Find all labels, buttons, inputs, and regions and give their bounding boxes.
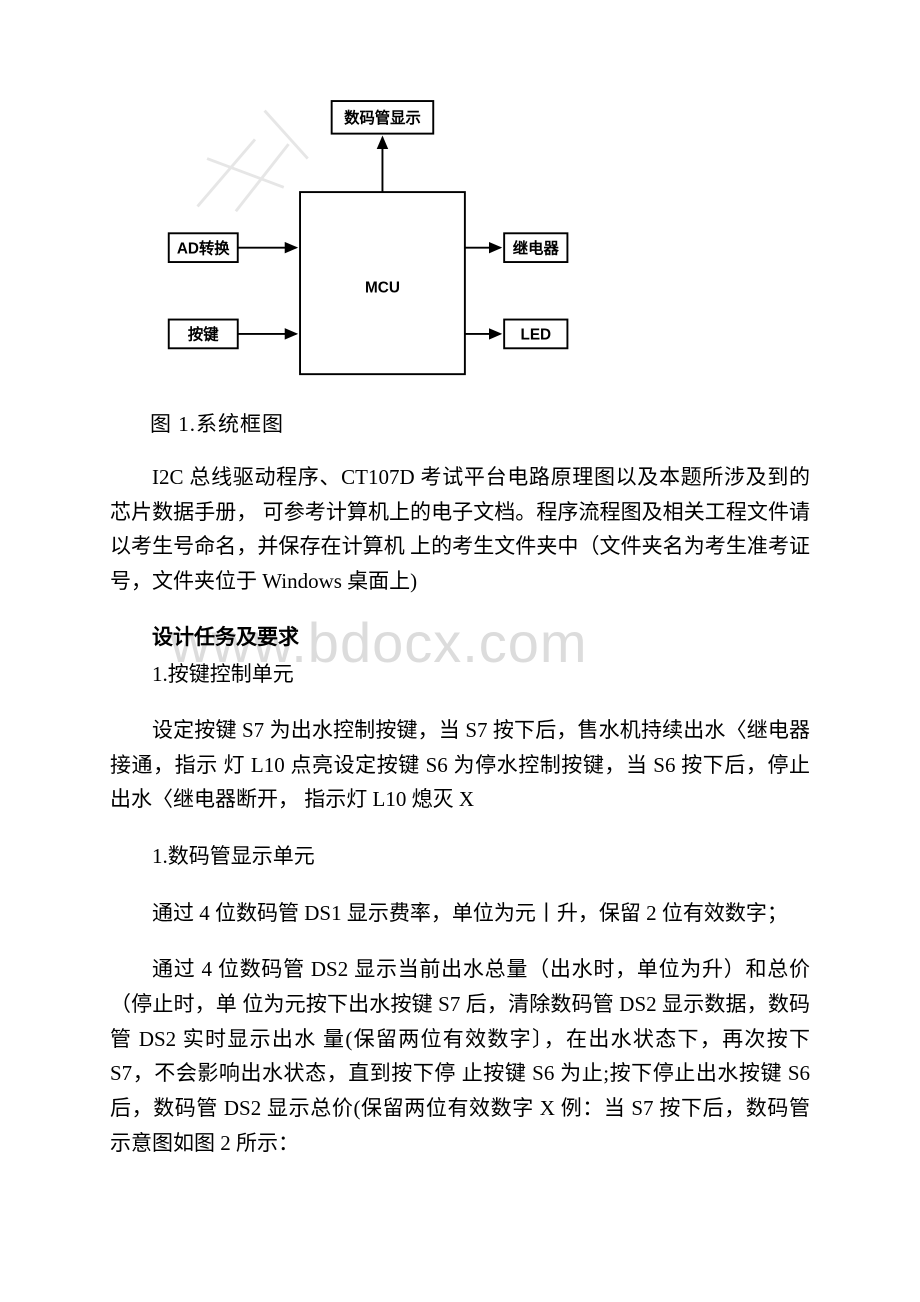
watermark-strokes [198,111,308,212]
node-led-label: LED [520,327,551,344]
paragraph-keys: 设定按键 S7 为出水控制按键，当 S7 按下后，售水机持续出水〈继电器接通，指… [110,713,810,817]
list-item-1: 1.按键控制单元 [110,657,810,692]
system-block-diagram: MCU 数码管显示 AD转换 按键 继电器 LED [140,90,600,390]
node-relay-label: 继电器 [513,239,560,257]
diagram-svg: MCU 数码管显示 AD转换 按键 继电器 LED [140,90,600,390]
figure-caption: 图 1.系统框图 [150,408,810,438]
page: www.bdocx.com MCU [0,0,920,1302]
content-layer: MCU 数码管显示 AD转换 按键 继电器 LED [110,90,810,1160]
section-heading: 设计任务及要求 [110,621,810,651]
list-item-2: 1.数码管显示单元 [110,839,810,874]
paragraph-ds1: 通过 4 位数码管 DS1 显示费率，单位为元丨升，保留 2 位有效数字； [110,896,810,931]
node-top-label: 数码管显示 [344,109,421,127]
node-key-label: 按键 [188,326,219,344]
node-ad-label: AD转换 [177,239,230,257]
paragraph-ds2: 通过 4 位数码管 DS2 显示当前出水总量（出水时，单位为升）和总价（停止时，… [110,952,810,1160]
paragraph-intro: I2C 总线驱动程序、CT107D 考试平台电路原理图以及本题所涉及到的芯片数据… [110,460,810,599]
node-mcu-label: MCU [365,280,400,297]
